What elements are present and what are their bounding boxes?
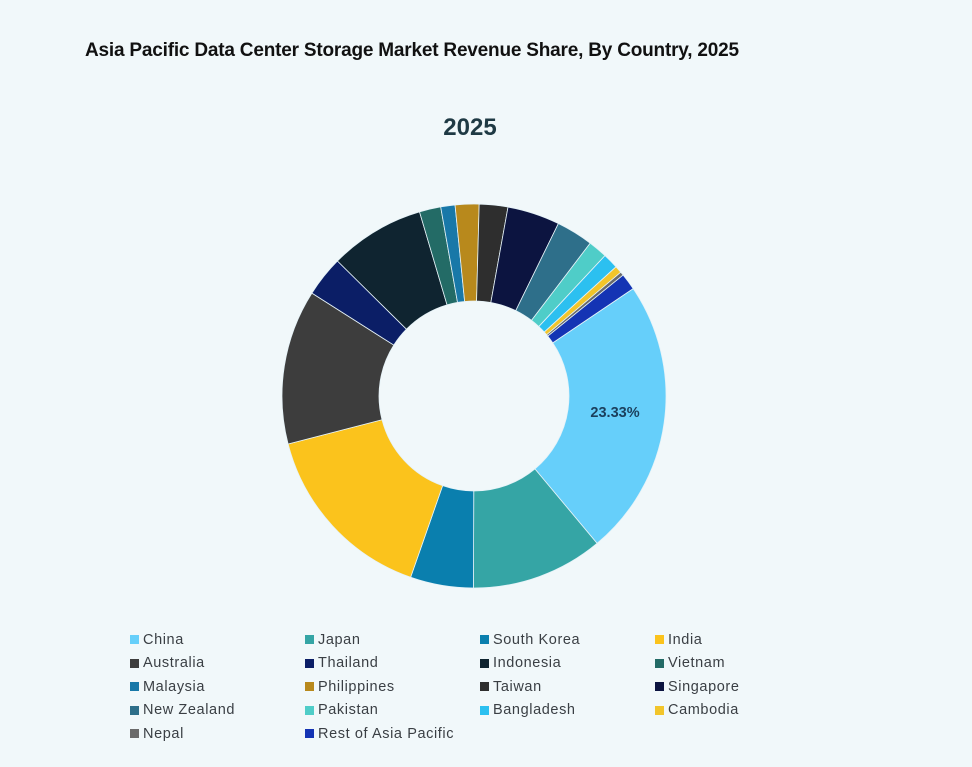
legend-swatch-icon [130, 729, 139, 739]
legend-swatch-icon [480, 658, 489, 668]
legend-label: Vietnam [668, 655, 726, 672]
legend-label: India [668, 631, 703, 648]
legend-item: Malaysia [130, 675, 305, 699]
legend-item: Vietnam [655, 652, 830, 676]
legend-item: Bangladesh [480, 699, 655, 723]
legend-label: Indonesia [493, 655, 562, 672]
legend-item: Australia [130, 652, 305, 676]
legend-swatch-icon [655, 682, 664, 692]
legend-label: South Korea [493, 631, 581, 648]
legend-label: Philippines [318, 678, 395, 695]
legend-item: India [655, 628, 830, 652]
legend-label: Thailand [318, 655, 379, 672]
legend-swatch-icon [305, 635, 314, 645]
legend-swatch-icon [305, 705, 314, 715]
legend-label: Malaysia [143, 678, 206, 695]
legend-swatch-icon [305, 658, 314, 668]
legend-label: Japan [318, 631, 361, 648]
legend-item: South Korea [480, 628, 655, 652]
legend-swatch-icon [130, 658, 139, 668]
legend-item: Philippines [305, 675, 480, 699]
china-data-label: 23.33% [590, 405, 639, 421]
legend-swatch-icon [655, 635, 664, 645]
legend-item: Pakistan [305, 699, 480, 723]
legend-swatch-icon [130, 635, 139, 645]
legend-item: New Zealand [130, 699, 305, 723]
legend-label: Cambodia [668, 702, 739, 719]
legend-label: Rest of Asia Pacific [318, 725, 455, 742]
legend-item: Singapore [655, 675, 830, 699]
legend-item: Japan [305, 628, 480, 652]
legend-label: Australia [143, 655, 205, 672]
slice-india [287, 419, 444, 578]
legend-item: Nepal [130, 722, 305, 746]
legend-item: Indonesia [480, 652, 655, 676]
legend-swatch-icon [305, 729, 314, 739]
legend-label: Bangladesh [493, 702, 576, 719]
donut-slices [281, 203, 667, 589]
chart-subtitle: 2025 [443, 114, 497, 141]
slice-rest-of-asia-pacific [547, 274, 634, 344]
legend-swatch-icon [130, 705, 139, 715]
legend-label: Nepal [143, 725, 184, 742]
slice-china [534, 288, 667, 544]
legend-swatch-icon [305, 682, 314, 692]
legend-swatch-icon [480, 682, 489, 692]
legend-label: Singapore [668, 678, 740, 695]
legend-item: Cambodia [655, 699, 830, 723]
legend-label: New Zealand [143, 702, 236, 719]
chart-legend: China Japan South Korea India Australia Thail… [130, 628, 830, 746]
legend-swatch-icon [130, 682, 139, 692]
chart-title: Asia Pacific Data Center Storage Market … [85, 40, 739, 61]
legend-item: China [130, 628, 305, 652]
legend-swatch-icon [655, 705, 664, 715]
legend-item: Rest of Asia Pacific [305, 722, 480, 746]
legend-label: Pakistan [318, 702, 379, 719]
legend-label: China [143, 631, 184, 648]
legend-label: Taiwan [493, 678, 542, 695]
legend-swatch-icon [655, 658, 664, 668]
legend-swatch-icon [480, 705, 489, 715]
legend-item: Taiwan [480, 675, 655, 699]
donut-chart: 23.33% [281, 203, 667, 589]
legend-item: Thailand [305, 652, 480, 676]
legend-swatch-icon [480, 635, 489, 645]
